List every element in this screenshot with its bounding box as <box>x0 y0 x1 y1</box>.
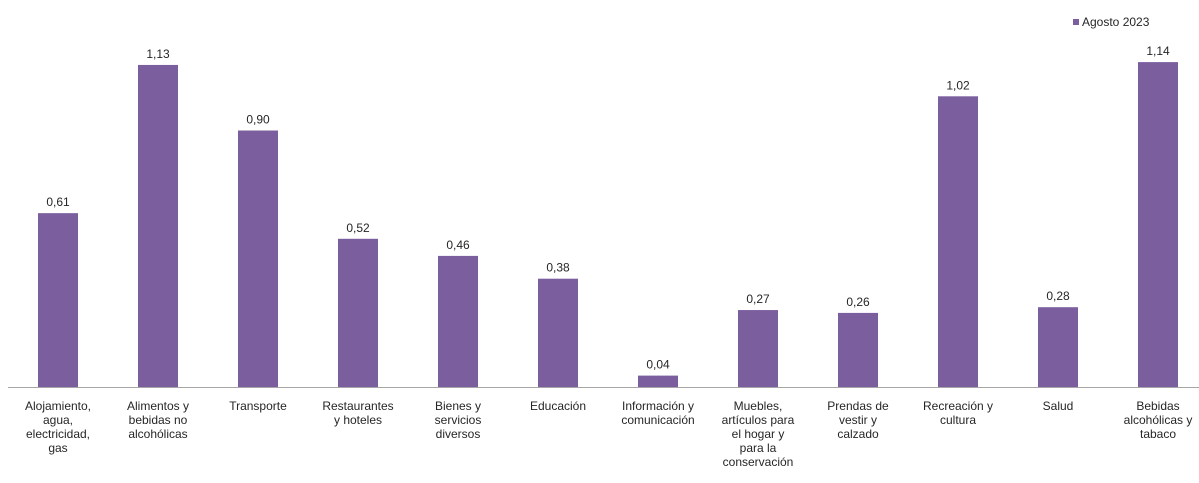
bar <box>1038 307 1078 387</box>
legend-swatch <box>1073 19 1079 25</box>
bar <box>338 238 378 387</box>
category-label: Restaurantes y hoteles <box>322 399 393 427</box>
bar <box>938 96 978 388</box>
bar-value-label: 0,61 <box>46 195 70 209</box>
legend: Agosto 2023 <box>1073 15 1150 29</box>
bar-value-label: 0,38 <box>546 261 570 275</box>
category-label: Educación <box>530 399 586 413</box>
bars-group <box>38 62 1178 388</box>
bar-value-label: 0,90 <box>246 113 270 127</box>
category-label: Información y comunicación <box>621 399 694 427</box>
category-label: Alojamiento, agua, electricidad, gas <box>25 399 91 455</box>
category-label: Muebles, artículos para el hogar y para la c… <box>722 399 795 469</box>
bar-value-label: 1,14 <box>1146 44 1170 58</box>
bar-value-label: 1,13 <box>146 47 170 61</box>
category-label: Prendas de vestir y calzado <box>827 399 889 441</box>
bar <box>638 375 678 387</box>
legend-label: Agosto 2023 <box>1082 15 1150 29</box>
bar-value-label: 0,26 <box>846 295 870 309</box>
bar <box>738 310 778 387</box>
bar-value-label: 0,52 <box>346 221 370 235</box>
bar <box>538 278 578 387</box>
category-label: Salud <box>1043 399 1074 413</box>
category-label: Recreación y cultura <box>923 399 993 427</box>
value-labels-group: 0,61 1,13 0,90 0,52 0,46 0,38 0,04 0,27 0,26 1,02… <box>46 44 1170 372</box>
bar-value-label: 0,04 <box>646 358 670 372</box>
bar <box>1138 62 1178 387</box>
bar <box>38 213 78 387</box>
category-label: Bienes y servicios diversos <box>435 399 482 441</box>
bar <box>438 255 478 387</box>
bar <box>238 130 278 387</box>
bar-value-label: 0,28 <box>1046 289 1070 303</box>
bar <box>838 312 878 387</box>
category-label: Bebidas alcohólicas y tabaco <box>1124 399 1193 441</box>
bar <box>138 64 178 387</box>
bar-value-label: 1,02 <box>946 78 970 92</box>
bar-value-label: 0,27 <box>746 292 770 306</box>
category-labels-group: Alojamiento, agua, electricidad, gas Aliment… <box>25 399 1192 469</box>
bar-value-label: 0,46 <box>446 238 470 252</box>
category-label: Transporte <box>229 399 287 413</box>
category-label: Alimentos y bebidas no alcohólicas <box>127 399 189 441</box>
